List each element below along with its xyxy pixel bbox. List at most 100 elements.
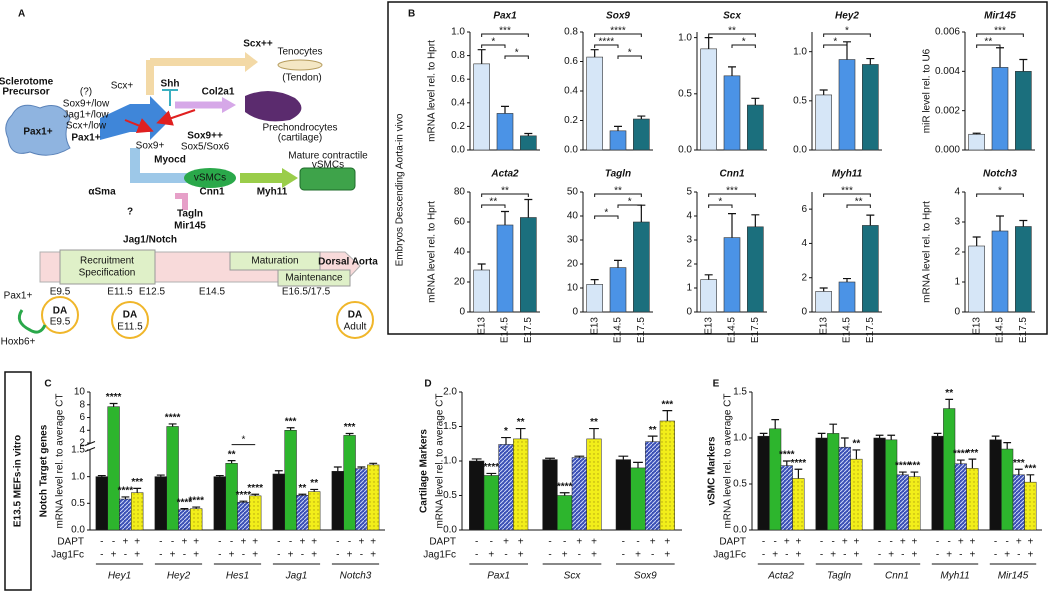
significance-label: *** <box>1025 463 1037 474</box>
error-bar <box>843 277 851 282</box>
significance-label: **** <box>188 496 204 507</box>
diagram-label: E11.5 <box>117 322 143 333</box>
treatment-sign: - <box>651 550 654 561</box>
axis-break-mark <box>84 447 96 452</box>
significance-label: *** <box>909 461 921 472</box>
significance-label: * <box>833 37 837 48</box>
x-tick-label: E13 <box>818 317 829 335</box>
diagram-label: Sclerotome <box>0 77 54 88</box>
treatment-label: DAPT <box>57 537 84 548</box>
y-tick-label: 4 <box>686 211 692 222</box>
side-label: Cartilage Markers <box>419 429 430 513</box>
bar <box>896 474 909 531</box>
diagram-label: vSMCs <box>194 173 226 184</box>
diagram-label: E16.5/17.5 <box>282 287 331 298</box>
treatment-sign: + <box>311 537 317 548</box>
y-tick-label: 0.5 <box>71 498 85 509</box>
bar <box>237 502 250 531</box>
error-bar <box>968 458 977 469</box>
y-tick-label: 3 <box>686 235 692 246</box>
treatment-sign: + <box>370 537 376 548</box>
treatment-sign: + <box>591 550 597 561</box>
significance-bracket <box>617 204 642 208</box>
treatment-sign: - <box>230 537 233 548</box>
group-label: Tagln <box>827 571 852 582</box>
error-bar <box>1014 468 1023 475</box>
diagram-label: Scx+ <box>111 81 134 92</box>
y-tick-label: 0.0 <box>678 145 692 156</box>
error-bar <box>866 214 875 226</box>
error-bar <box>782 460 791 466</box>
error-bar <box>759 432 768 437</box>
diagram-label: E11.5 <box>107 287 133 298</box>
group-label: Hes1 <box>226 571 249 582</box>
diagram-label: vSMCs <box>312 160 344 171</box>
treatment-sign: + <box>518 537 524 548</box>
error-bar <box>898 471 907 475</box>
treatment-sign: - <box>1006 537 1009 548</box>
treatment-sign: + <box>122 537 128 548</box>
treatment-sign: - <box>475 537 478 548</box>
bar <box>571 457 587 531</box>
treatment-sign: + <box>288 550 294 561</box>
significance-label: ** <box>984 37 992 48</box>
error-bar <box>956 459 965 464</box>
significance-bracket <box>976 33 1024 37</box>
group-label: Acta2 <box>767 571 794 582</box>
bar <box>968 245 985 313</box>
error-bar <box>794 468 803 479</box>
chart-title: Acta2 <box>490 169 519 180</box>
significance-label: *** <box>726 186 738 197</box>
bar <box>815 437 828 531</box>
error-bar <box>545 457 555 460</box>
y-tick-label: 1 <box>954 277 960 288</box>
treatment-sign: - <box>901 550 904 561</box>
bar <box>908 476 921 531</box>
bar <box>989 439 1002 531</box>
treatment-sign: - <box>936 537 939 548</box>
significance-bracket <box>731 44 756 48</box>
error-bar <box>817 432 826 438</box>
y-tick-label: 0 <box>954 307 960 318</box>
treatment-sign: - <box>475 550 478 561</box>
diagram-label: Prechondrocytes <box>262 123 337 134</box>
y-tick-label: 1.0 <box>71 471 85 482</box>
treatment-sign: + <box>576 537 582 548</box>
group-label: Sox9 <box>634 571 657 582</box>
bar <box>367 464 380 531</box>
significance-bracket <box>481 204 506 208</box>
error-bar <box>133 487 142 493</box>
x-tick-label: E13 <box>703 317 714 335</box>
diagram-label: Pax1+ <box>23 127 52 138</box>
diagram-label: Myocd <box>154 155 186 166</box>
chart-title: Pax1 <box>493 11 517 22</box>
chart-title: Tagln <box>605 169 631 180</box>
y-tick-label: 0.2 <box>564 115 578 126</box>
bar <box>838 59 856 151</box>
y-tick-label: 1.0 <box>733 433 747 444</box>
diagram-label: Cnn1 <box>200 187 225 198</box>
error-bar <box>1026 474 1035 483</box>
side-label: E13.5 MEFs-in vitro <box>13 435 24 527</box>
bar <box>633 221 650 313</box>
y-tick-label: 0 <box>801 307 807 318</box>
bar <box>827 433 840 531</box>
bar <box>645 441 661 531</box>
significance-bracket <box>823 33 871 37</box>
error-bar <box>590 279 599 285</box>
y-axis-label: mRNA level rel. to average CT <box>723 393 734 528</box>
bar <box>1024 481 1037 531</box>
treatment-sign: + <box>252 537 258 548</box>
significance-label: **** <box>118 486 134 497</box>
significance-label: **** <box>791 458 807 469</box>
error-bar <box>972 236 981 246</box>
diagram-label: E12.5 <box>139 287 166 298</box>
y-tick-label: 0.0 <box>733 525 747 536</box>
treatment-sign: - <box>762 537 765 548</box>
treatment-sign: + <box>591 537 597 548</box>
y-tick-label: 0.4 <box>564 86 578 97</box>
treatment-sign: - <box>548 550 551 561</box>
bar <box>483 475 499 531</box>
treatment-sign: - <box>242 550 245 561</box>
